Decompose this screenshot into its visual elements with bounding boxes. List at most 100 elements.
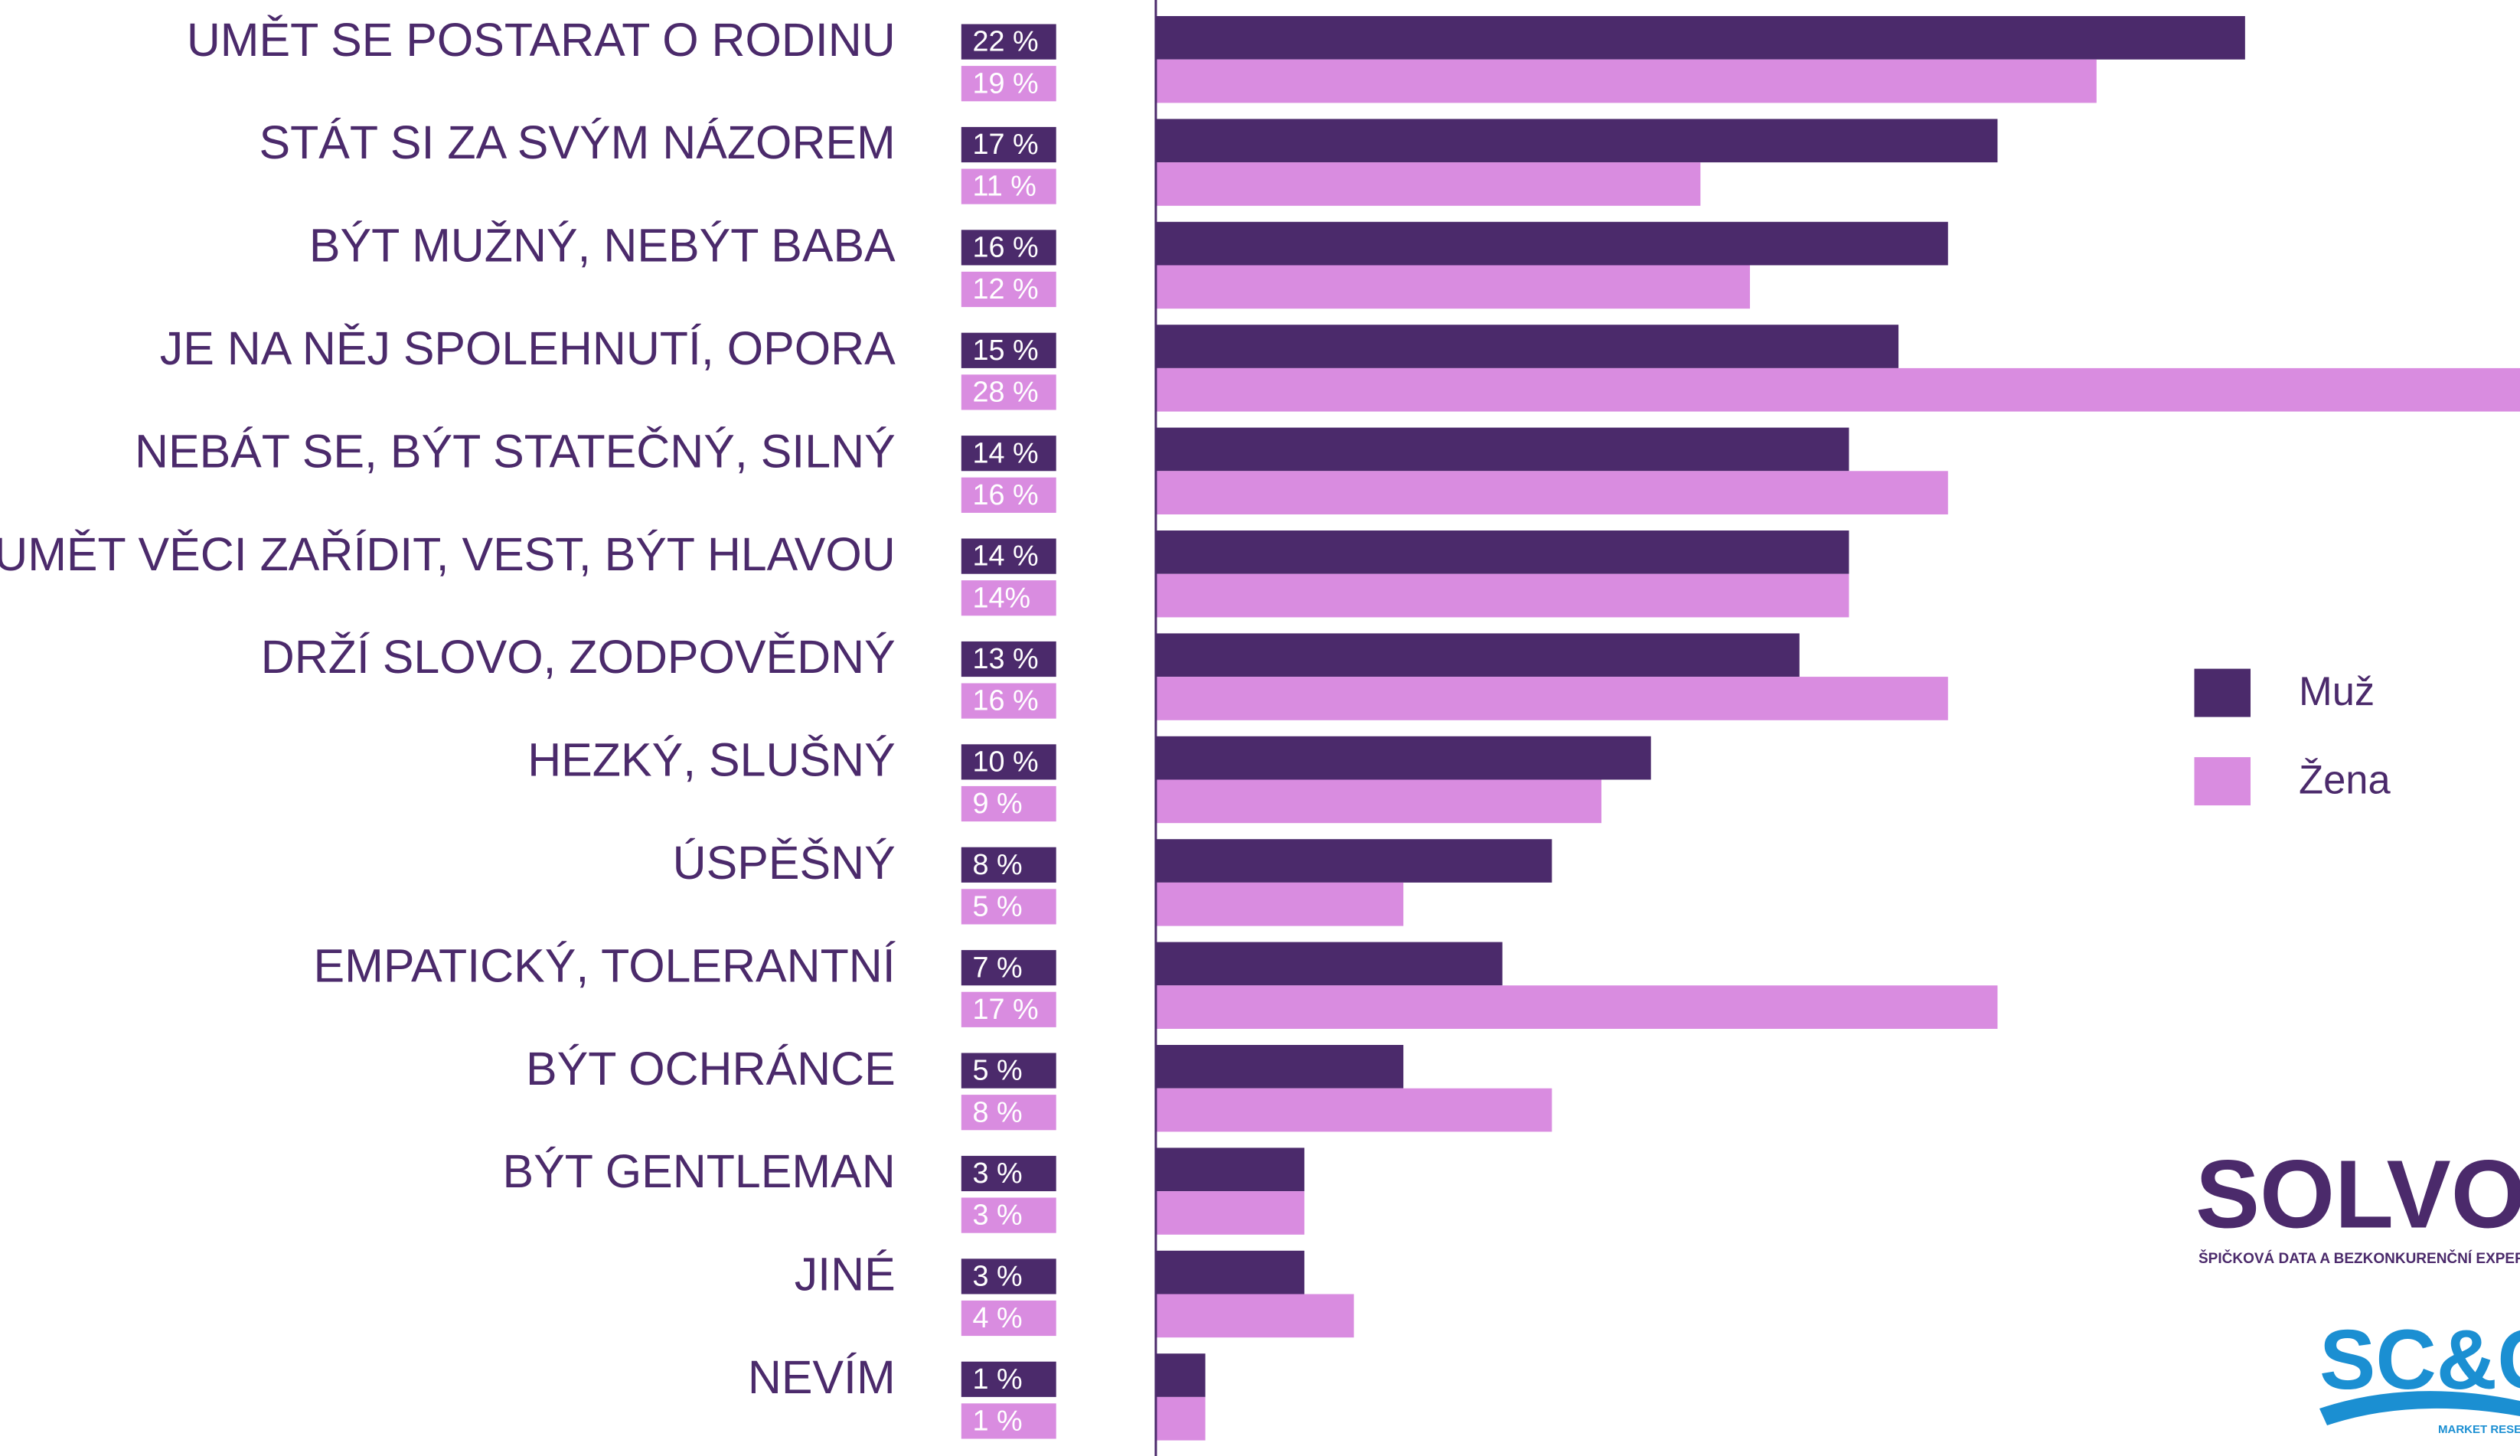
bar: [1155, 882, 1404, 926]
value-label: 13 %: [973, 643, 1039, 675]
value-label-box: [961, 230, 1056, 266]
category-label: ÚSPĚŠNÝ: [673, 837, 896, 889]
value-label-box: [961, 271, 1056, 308]
solvo-logo: SOLVO: [2195, 1140, 2520, 1248]
bar: [1155, 1191, 1304, 1235]
value-label: 17 %: [973, 994, 1039, 1026]
category-label: DRŽÍ SLOVO, ZODPOVĚDNÝ: [261, 631, 896, 683]
value-label-box: [961, 24, 1056, 60]
bar: [1155, 1396, 1206, 1441]
bar: [1155, 265, 1751, 309]
value-label-box: [961, 1197, 1056, 1233]
bar: [1155, 221, 1948, 266]
bar: [1155, 427, 1849, 472]
legend-swatch: [2194, 668, 2251, 717]
value-label-box: [961, 847, 1056, 883]
value-label-box: [961, 126, 1056, 163]
value-label-box: [961, 436, 1056, 472]
value-label-box: [961, 1361, 1056, 1397]
bar: [1155, 471, 1948, 514]
bar: [1155, 839, 1552, 883]
bar: [1155, 59, 2097, 103]
bar: [1155, 1147, 1304, 1192]
category-label: UMĚT SE POSTARAT O RODINU: [187, 14, 896, 66]
value-label-box: [961, 538, 1056, 574]
legend-label: Žena: [2299, 758, 2391, 803]
bar: [1155, 1294, 1354, 1338]
bar: [1155, 530, 1849, 574]
value-label: 3 %: [973, 1157, 1023, 1190]
value-label: 10 %: [973, 746, 1039, 778]
bar: [1155, 736, 1651, 780]
value-label: 16 %: [973, 231, 1039, 263]
bar: [1155, 573, 1849, 618]
value-label: 8 %: [973, 849, 1023, 881]
legend-swatch: [2194, 757, 2251, 806]
value-label-box: [961, 1258, 1056, 1294]
value-label-box: [961, 744, 1056, 780]
value-label: 4 %: [973, 1302, 1023, 1334]
value-label: 1 %: [973, 1363, 1023, 1396]
bar: [1155, 16, 2245, 60]
value-label: 14 %: [973, 540, 1039, 573]
bar: [1155, 1045, 1404, 1089]
value-label: 11 %: [973, 171, 1036, 203]
value-label-box: [961, 1053, 1056, 1089]
category-label: BÝT MUŽNÝ, NEBÝT BABA: [309, 220, 896, 272]
value-label-box: [961, 991, 1056, 1027]
bar: [1155, 779, 1602, 824]
value-label-box: [961, 66, 1056, 102]
solvo-tagline: ŠPIČKOVÁ DATA A BEZKONKURENČNÍ EXPERTÍZA: [2198, 1250, 2520, 1267]
bar: [1155, 162, 1701, 206]
category-label: NEBÁT SE, BÝT STATEČNÝ, SILNÝ: [135, 425, 896, 477]
value-label: 14%: [973, 582, 1031, 614]
value-label-box: [961, 374, 1056, 410]
value-label: 5 %: [973, 890, 1023, 922]
category-label: JINÉ: [795, 1249, 896, 1301]
value-label-box: [961, 332, 1056, 368]
bar: [1155, 942, 1503, 986]
value-label: 19 %: [973, 67, 1039, 100]
bar: [1155, 985, 1998, 1029]
value-label-box: [961, 168, 1056, 204]
category-label: HEZKÝ, SLUŠNÝ: [527, 734, 896, 786]
scc-tagline: MARKET RESEARCH: [2438, 1423, 2520, 1436]
value-label-box: [961, 950, 1056, 986]
category-label: JE NA NĚJ SPOLEHNUTÍ, OPORA: [160, 322, 896, 374]
category-label: BÝT OCHRÁNCE: [526, 1043, 896, 1095]
value-label-box: [961, 477, 1056, 513]
value-label-box: [961, 641, 1056, 677]
value-label: 1 %: [973, 1405, 1023, 1437]
value-label: 7 %: [973, 952, 1023, 984]
value-label: 3 %: [973, 1260, 1023, 1292]
value-label: 3 %: [973, 1200, 1023, 1232]
value-label: 16 %: [973, 685, 1039, 717]
value-label: 28 %: [973, 376, 1039, 408]
value-label: 5 %: [973, 1055, 1023, 1087]
legend-label: Muž: [2299, 669, 2375, 714]
value-label-box: [961, 1095, 1056, 1131]
value-label-box: [961, 785, 1056, 822]
value-label: 12 %: [973, 273, 1039, 305]
value-label-box: [961, 889, 1056, 925]
value-label: 15 %: [973, 335, 1039, 367]
value-label-box: [961, 1300, 1056, 1337]
bar: [1155, 1353, 1206, 1397]
value-label: 16 %: [973, 479, 1039, 511]
value-label: 14 %: [973, 437, 1039, 469]
bar: [1155, 325, 1899, 368]
bar: [1155, 367, 2520, 412]
bar: [1155, 1250, 1304, 1294]
value-label: 8 %: [973, 1096, 1023, 1128]
value-label: 22 %: [973, 26, 1039, 58]
value-label-box: [961, 580, 1056, 616]
category-label: BÝT GENTLEMAN: [503, 1145, 896, 1197]
category-label: NEVÍM: [748, 1351, 896, 1403]
bar: [1155, 677, 1948, 720]
bar: [1155, 119, 1998, 163]
category-label: EMPATICKÝ, TOLERANTNÍ: [314, 939, 896, 991]
category-label: STÁT SI ZA SVÝM NÁZOREM: [260, 116, 896, 168]
bar: [1155, 1088, 1552, 1132]
value-label: 9 %: [973, 788, 1023, 820]
